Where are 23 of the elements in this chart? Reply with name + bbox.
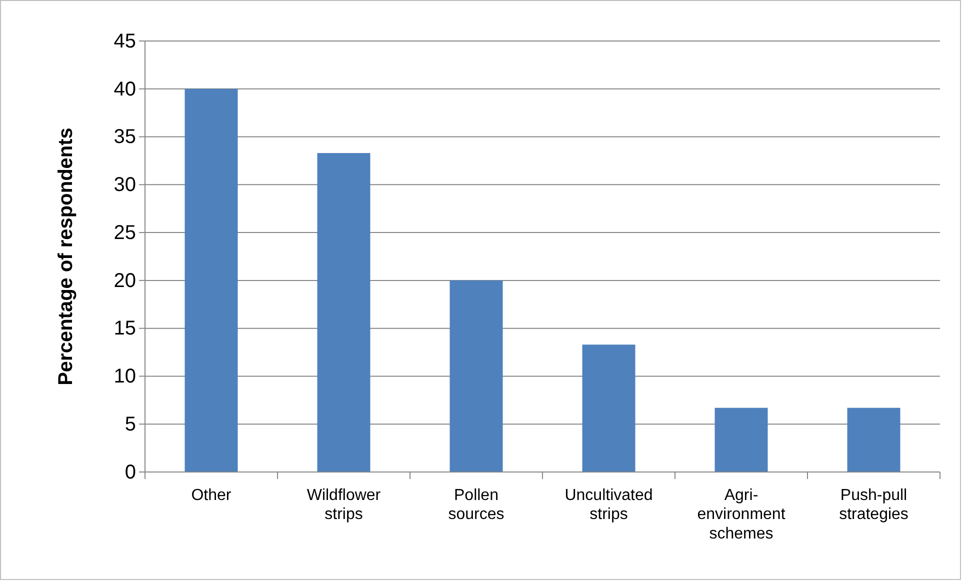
bar	[714, 408, 768, 472]
y-tick-label: 5	[124, 414, 136, 436]
y-tick-label: 30	[114, 174, 136, 196]
bar	[847, 408, 900, 472]
x-tick-label: Agri-environment schemes	[697, 487, 786, 542]
y-tick-label: 35	[114, 126, 136, 148]
y-tick-label: 0	[124, 461, 136, 484]
y-tick-label: 25	[114, 222, 136, 244]
bar	[317, 153, 370, 472]
y-axis-title: Percentage of respondents	[55, 128, 77, 386]
y-tick-label: 10	[114, 366, 136, 388]
x-tick-label: Wildflower strips	[306, 487, 382, 524]
x-tick-label: Other	[191, 487, 232, 504]
y-tick-label: 15	[114, 318, 136, 340]
y-tick-label: 45	[114, 30, 136, 52]
x-tick-label: Uncultivated strips	[564, 487, 653, 524]
bar	[582, 344, 636, 472]
bar	[450, 280, 503, 472]
x-tick-label: Push-pull strategies	[839, 487, 908, 524]
y-tick-label: 20	[114, 270, 136, 292]
x-tick-label: Pollen sources	[448, 487, 504, 524]
bar	[184, 88, 238, 472]
y-tick-label: 40	[114, 78, 136, 100]
